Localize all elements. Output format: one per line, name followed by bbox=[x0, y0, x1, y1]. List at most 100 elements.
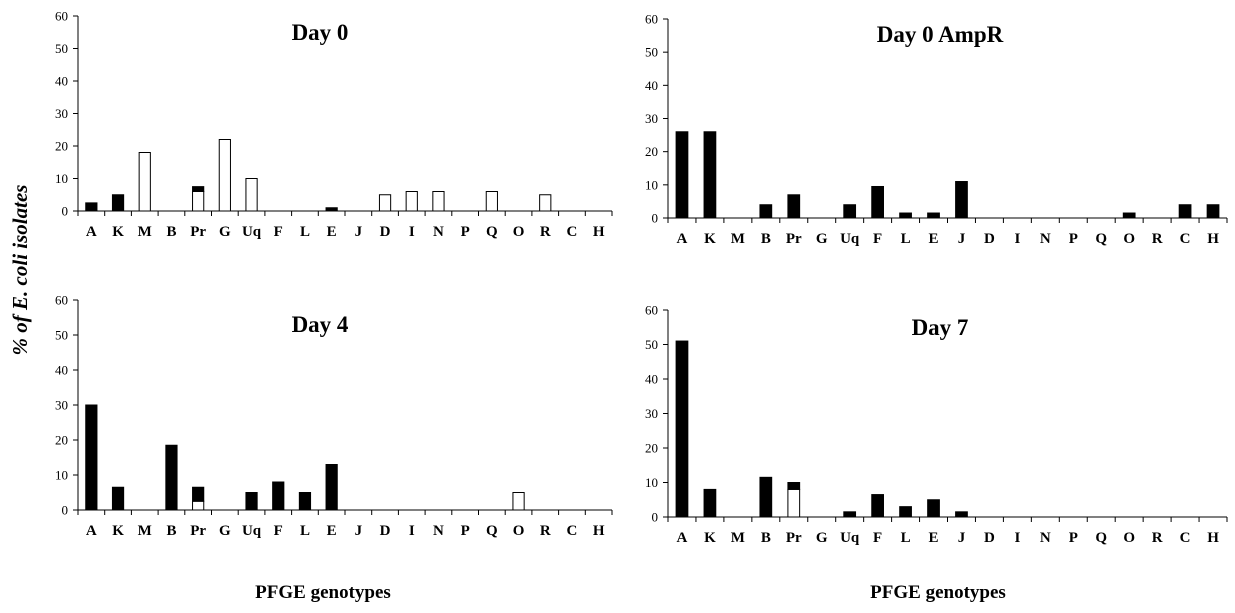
x-tick-label: C bbox=[1180, 231, 1191, 247]
x-tick-label: I bbox=[1014, 231, 1020, 247]
bar-solid-Uq bbox=[843, 204, 857, 219]
bar-solid-Pr bbox=[787, 194, 801, 219]
y-tick-label: 60 bbox=[645, 12, 658, 27]
y-tick-label: 10 bbox=[55, 171, 68, 186]
x-tick-label: I bbox=[409, 224, 415, 240]
bar-solid-Pr bbox=[192, 486, 205, 502]
x-tick-label: Uq bbox=[840, 530, 860, 546]
x-tick-label: A bbox=[86, 224, 97, 240]
x-tick-label: R bbox=[540, 523, 551, 539]
x-tick-label: B bbox=[761, 530, 771, 546]
bar-solid-F bbox=[272, 481, 285, 511]
y-tick-label: 20 bbox=[645, 144, 658, 159]
chart-panel-1: Day 0 0 10 20 30 40 50 60 A K M B Pr G Uq F L E J D I N P Q O R C H bbox=[55, 9, 613, 240]
x-tick-label: G bbox=[816, 231, 828, 247]
bar-open-N bbox=[432, 191, 445, 212]
y-tick-label: 60 bbox=[55, 293, 68, 308]
y-tick-label: 50 bbox=[645, 45, 658, 60]
x-tick-label: P bbox=[1069, 231, 1078, 247]
x-tick-label: P bbox=[461, 224, 470, 240]
x-tick-label: D bbox=[380, 224, 391, 240]
chart-title: Day 0 bbox=[292, 20, 349, 45]
x-tick-label: N bbox=[1040, 231, 1051, 247]
y-tick-label: 20 bbox=[55, 433, 68, 448]
x-tick-label: O bbox=[1123, 231, 1135, 247]
bar-open-I bbox=[405, 191, 418, 212]
x-tick-label: B bbox=[166, 224, 176, 240]
x-tick-label: R bbox=[1152, 530, 1163, 546]
x-tick-label: N bbox=[433, 224, 444, 240]
chart-panel-4: Day 7 0 10 20 30 40 50 60 A K M B Pr G Uq F L E J D I N P Q O R C H bbox=[645, 303, 1228, 546]
x-tick-label: D bbox=[984, 530, 995, 546]
x-tick-label: J bbox=[958, 231, 966, 247]
bar-solid-A bbox=[675, 131, 689, 219]
x-tick-label: D bbox=[380, 523, 391, 539]
bar-open-M bbox=[138, 152, 151, 212]
x-tick-label: F bbox=[274, 224, 283, 240]
x-tick-label: H bbox=[593, 523, 605, 539]
x-tick-label: O bbox=[513, 224, 525, 240]
x-tick-label: Pr bbox=[190, 523, 206, 539]
x-tick-label: K bbox=[112, 224, 124, 240]
x-tick-label: O bbox=[1123, 530, 1135, 546]
x-tick-label: I bbox=[409, 523, 415, 539]
y-tick-label: 0 bbox=[62, 503, 69, 518]
bar-open-D bbox=[378, 194, 392, 212]
y-axis-title-prefix: % of bbox=[8, 310, 32, 356]
x-tick-label: J bbox=[958, 530, 966, 546]
y-tick-label: 30 bbox=[645, 111, 658, 126]
bar-solid-F bbox=[871, 494, 884, 518]
x-tick-label: K bbox=[704, 530, 716, 546]
bar-open-O bbox=[512, 492, 525, 511]
x-tick-label: C bbox=[567, 523, 578, 539]
bar-solid-J bbox=[955, 511, 968, 518]
bar-solid-F bbox=[871, 185, 884, 219]
chart-panel-3: Day 4 0 10 20 30 40 50 60 A K M B Pr G Uq F L E J D I N P Q O R C H bbox=[55, 293, 613, 539]
x-tick-label: M bbox=[731, 231, 745, 247]
y-axis-title-species: E. coli bbox=[8, 254, 32, 311]
y-tick-label: 60 bbox=[645, 303, 658, 318]
x-tick-label: B bbox=[761, 231, 771, 247]
bar-solid-Pr bbox=[192, 186, 205, 192]
x-tick-label: J bbox=[355, 523, 363, 539]
x-tick-label: P bbox=[461, 523, 470, 539]
bar-solid-A bbox=[85, 202, 98, 212]
x-tick-label: Pr bbox=[786, 530, 802, 546]
x-tick-label: Uq bbox=[242, 224, 262, 240]
y-axis-title: % of E. coli isolates bbox=[8, 185, 32, 356]
bar-solid-Uq bbox=[843, 511, 857, 518]
bar-solid-K bbox=[703, 131, 717, 219]
x-tick-label: I bbox=[1014, 530, 1020, 546]
x-tick-label: E bbox=[327, 224, 337, 240]
x-tick-label: Q bbox=[1095, 530, 1107, 546]
bar-solid-L bbox=[899, 506, 912, 518]
bar-open-R bbox=[539, 194, 552, 212]
bar-open-Q bbox=[485, 191, 498, 212]
x-tick-label: A bbox=[677, 530, 688, 546]
x-tick-label: Uq bbox=[840, 231, 860, 247]
x-tick-label: C bbox=[567, 224, 578, 240]
bar-solid-A bbox=[675, 340, 689, 518]
bar-solid-B bbox=[165, 444, 178, 511]
x-tick-label: M bbox=[731, 530, 745, 546]
bar-solid-Uq bbox=[245, 492, 258, 511]
x-tick-label: G bbox=[816, 530, 828, 546]
x-tick-label: N bbox=[433, 523, 444, 539]
bar-solid-L bbox=[298, 492, 312, 511]
y-tick-label: 30 bbox=[55, 398, 68, 413]
bar-solid-L bbox=[899, 212, 912, 219]
bar-solid-K bbox=[111, 486, 125, 511]
chart-title: Day 7 bbox=[912, 315, 969, 340]
x-tick-label: Q bbox=[1095, 231, 1107, 247]
x-tick-label: B bbox=[166, 523, 176, 539]
chart-title: Day 4 bbox=[292, 312, 349, 337]
x-tick-label: G bbox=[219, 523, 231, 539]
x-tick-label: L bbox=[300, 523, 310, 539]
bar-solid-Pr bbox=[787, 482, 801, 490]
y-tick-label: 60 bbox=[55, 9, 68, 24]
y-tick-label: 40 bbox=[55, 74, 68, 89]
x-tick-label: F bbox=[274, 523, 283, 539]
x-tick-label: Pr bbox=[786, 231, 802, 247]
bar-open-Pr bbox=[787, 488, 801, 518]
y-tick-label: 30 bbox=[55, 106, 68, 121]
